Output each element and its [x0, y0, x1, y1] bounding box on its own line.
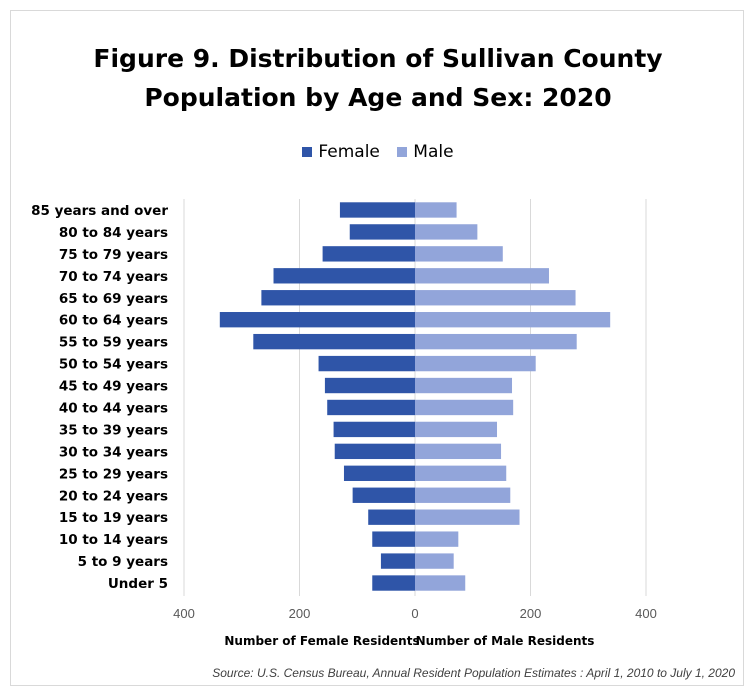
bar-male	[415, 531, 459, 547]
bar-female	[368, 509, 415, 525]
bar-male	[415, 224, 478, 240]
category-label: 75 to 79 years	[59, 247, 168, 263]
bar-male	[415, 202, 457, 218]
x-tick-label: 200	[520, 606, 542, 621]
legend-item-male: Male	[397, 142, 454, 162]
category-label: 20 to 24 years	[59, 488, 168, 504]
bar-male	[415, 312, 611, 328]
category-label: 65 to 69 years	[59, 291, 168, 307]
bar-male	[415, 246, 503, 262]
bar-male	[415, 553, 454, 569]
category-label: 55 to 59 years	[59, 335, 168, 351]
legend-label-male: Male	[413, 142, 454, 162]
bar-female	[380, 553, 415, 569]
tick-labels: 400 200 0 200 400	[173, 606, 657, 621]
category-label: 35 to 39 years	[59, 422, 168, 438]
bar-female	[318, 355, 415, 372]
x-tick-label: 200	[289, 606, 311, 621]
bar-male	[415, 487, 511, 503]
bar-male	[415, 377, 513, 394]
category-label: 45 to 49 years	[59, 379, 168, 395]
bar-male	[415, 575, 466, 591]
bar-female	[349, 224, 415, 240]
bar-female	[324, 377, 415, 394]
category-label: 70 to 74 years	[59, 269, 168, 285]
chart-title-line-1: Figure 9. Distribution of Sullivan Count…	[93, 44, 663, 73]
gridlines	[183, 199, 647, 596]
category-label: 60 to 64 years	[59, 313, 168, 329]
bar-female	[372, 575, 415, 591]
source-note: Source: U.S. Census Bureau, Annual Resid…	[212, 666, 735, 680]
legend-label-female: Female	[318, 142, 380, 162]
bar-female	[343, 465, 415, 481]
bar-female	[334, 443, 415, 460]
bar-female	[372, 531, 415, 547]
x-tick-label: 400	[173, 606, 195, 621]
bar-female	[253, 333, 415, 350]
chart-title: Figure 9. Distribution of Sullivan Count…	[11, 39, 745, 117]
bar-male	[415, 421, 498, 438]
bar-male	[415, 443, 502, 460]
bar-female	[333, 421, 415, 438]
bar-female	[261, 290, 415, 306]
bar-male	[415, 268, 549, 284]
category-label: 15 to 19 years	[59, 510, 168, 526]
bar-male	[415, 290, 576, 306]
x-axis-title-female: Number of Female Residents	[224, 634, 419, 648]
category-label: Under 5	[108, 576, 168, 592]
bar-male	[415, 333, 577, 350]
x-tick-label: 400	[635, 606, 657, 621]
bar-male	[415, 355, 536, 372]
chart-title-line-2: Population by Age and Sex: 2020	[144, 83, 612, 112]
category-label: 40 to 44 years	[59, 400, 168, 416]
bar-female	[339, 202, 415, 218]
category-label: 5 to 9 years	[78, 554, 168, 570]
category-label: 10 to 14 years	[59, 532, 168, 548]
bar-male	[415, 399, 514, 416]
x-axis-title-male: Number of Male Residents	[416, 634, 595, 648]
bar-female	[327, 399, 415, 416]
category-label: 80 to 84 years	[59, 225, 168, 241]
legend-swatch-male	[397, 147, 408, 157]
category-label: 85 years and over	[31, 203, 168, 219]
bar-male	[415, 509, 520, 525]
legend-item-female: Female	[302, 142, 380, 162]
bar-female	[352, 487, 415, 503]
bar-female	[219, 312, 415, 328]
legend-swatch-female	[302, 147, 313, 157]
bar-female	[273, 268, 415, 284]
category-label: 25 to 29 years	[59, 466, 168, 482]
bar-male	[415, 465, 507, 481]
bars	[219, 202, 611, 591]
category-labels: 85 years and over 80 to 84 years 75 to 79 …	[31, 203, 168, 592]
chart-frame: Figure 9. Distribution of Sullivan Count…	[10, 10, 744, 686]
chart-legend: Female Male	[11, 142, 745, 162]
bar-female	[322, 246, 415, 262]
x-tick-label: 0	[411, 606, 418, 621]
category-label: 50 to 54 years	[59, 357, 168, 373]
category-label: 30 to 34 years	[59, 444, 168, 460]
